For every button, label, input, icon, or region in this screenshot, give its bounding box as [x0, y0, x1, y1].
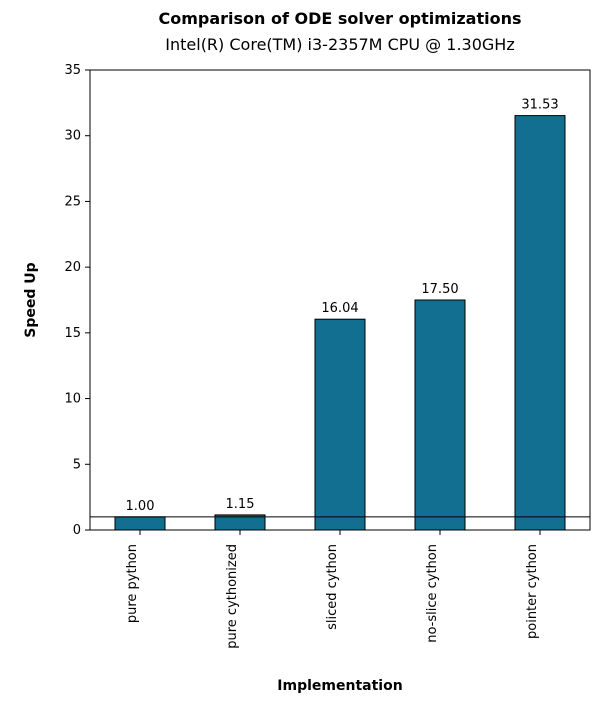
bar-value-label: 17.50 — [421, 282, 458, 297]
chart-container: Comparison of ODE solver optimizations In… — [0, 0, 612, 712]
y-tick-label: 10 — [64, 392, 81, 407]
y-axis-label: Speed Up — [23, 262, 39, 337]
y-tick-label: 20 — [64, 260, 81, 275]
y-tick-label: 25 — [64, 194, 81, 209]
x-tick-label: pure cythonized — [225, 544, 240, 649]
bar-value-label: 31.53 — [521, 98, 558, 113]
bar-value-label: 1.15 — [226, 497, 255, 512]
bar — [515, 116, 565, 530]
bar — [415, 300, 465, 530]
y-tick-label: 35 — [64, 63, 81, 78]
y-tick-label: 5 — [73, 457, 81, 472]
chart-subtitle: Intel(R) Core(TM) i3-2357M CPU @ 1.30GHz — [165, 35, 514, 54]
bar-value-label: 16.04 — [321, 301, 358, 316]
x-tick-label: sliced cython — [325, 544, 340, 630]
bar — [115, 517, 165, 530]
x-tick-label: no-slice cython — [425, 544, 440, 643]
x-axis-label: Implementation — [277, 678, 402, 694]
y-tick-label: 0 — [73, 523, 81, 538]
x-tick-label: pure python — [125, 544, 140, 623]
chart-svg: Comparison of ODE solver optimizations In… — [0, 0, 612, 712]
y-tick-label: 30 — [64, 129, 81, 144]
y-tick-label: 15 — [64, 326, 81, 341]
x-tick-label: pointer cython — [525, 544, 540, 639]
bar — [315, 319, 365, 530]
chart-suptitle: Comparison of ODE solver optimizations — [158, 9, 521, 28]
bar-value-label: 1.00 — [126, 499, 155, 514]
